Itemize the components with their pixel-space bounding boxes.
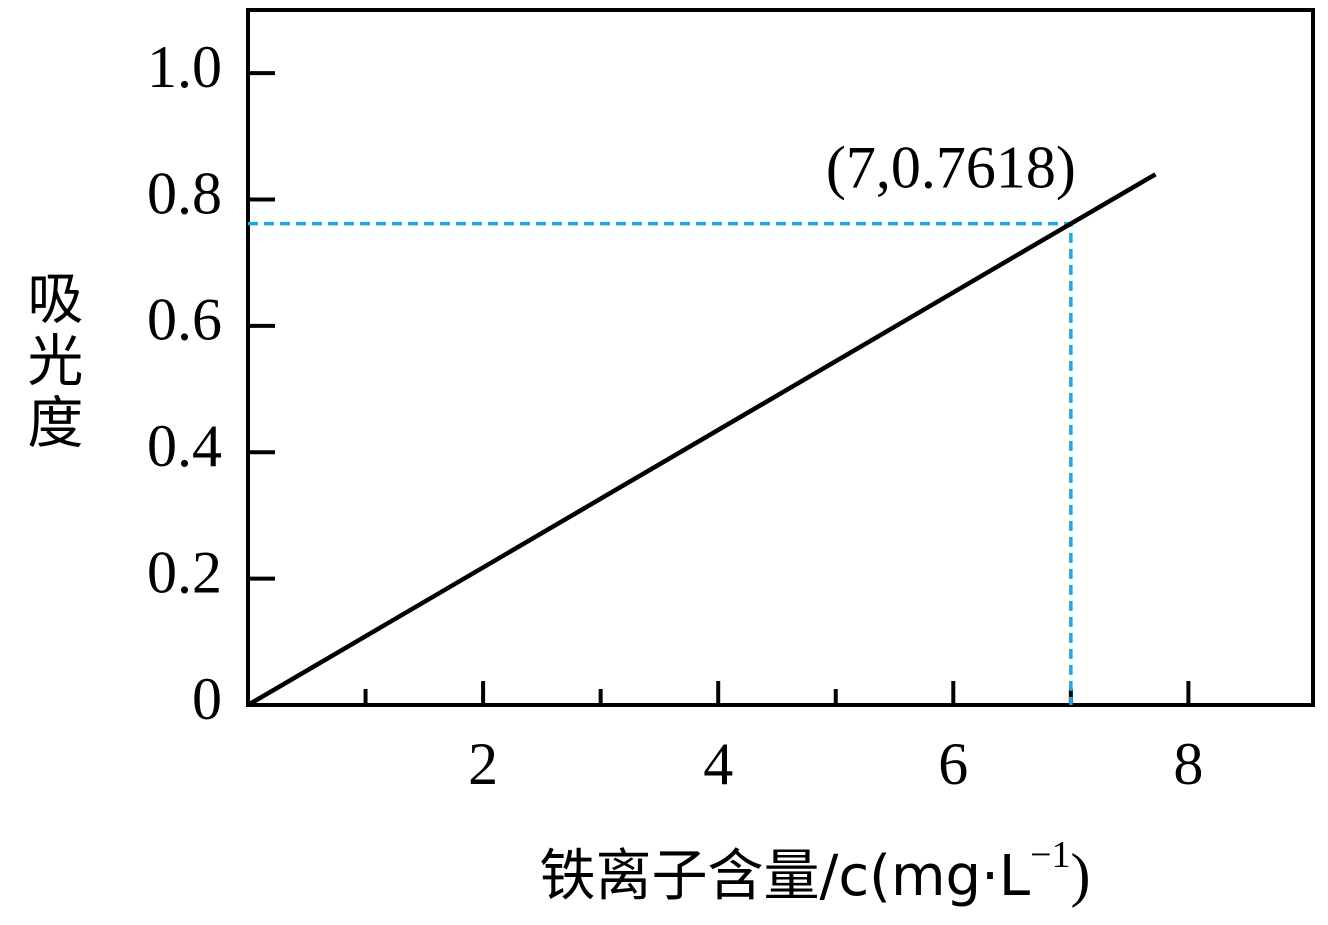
x-axis-label-main: 铁离子含量/c(mg·L bbox=[539, 844, 1030, 909]
x-tick-label: 2 bbox=[468, 731, 498, 797]
y-tick-label: 0.2 bbox=[147, 539, 222, 605]
plot-frame bbox=[246, 8, 1315, 707]
x-axis-label-end: ) bbox=[1071, 842, 1091, 908]
y-tick-label: 0.8 bbox=[147, 160, 222, 226]
y-tick-label: 1.0 bbox=[147, 34, 222, 100]
y-tick-label: 0.6 bbox=[147, 287, 222, 353]
y-tick-label: 0 bbox=[192, 666, 222, 732]
data-line bbox=[246, 172, 1157, 707]
x-axis-label: 铁离子含量/c(mg·L−1) bbox=[539, 834, 1090, 909]
annotation-label: (7,0.7618) bbox=[826, 134, 1076, 200]
y-axis-label: 吸光度 bbox=[18, 269, 83, 455]
x-axis-label-sup: −1 bbox=[1030, 834, 1070, 876]
x-tick-label: 8 bbox=[1173, 731, 1203, 797]
y-tick-label: 0.4 bbox=[147, 413, 222, 479]
x-tick-label: 4 bbox=[703, 731, 733, 797]
x-tick-label: 6 bbox=[938, 731, 968, 797]
